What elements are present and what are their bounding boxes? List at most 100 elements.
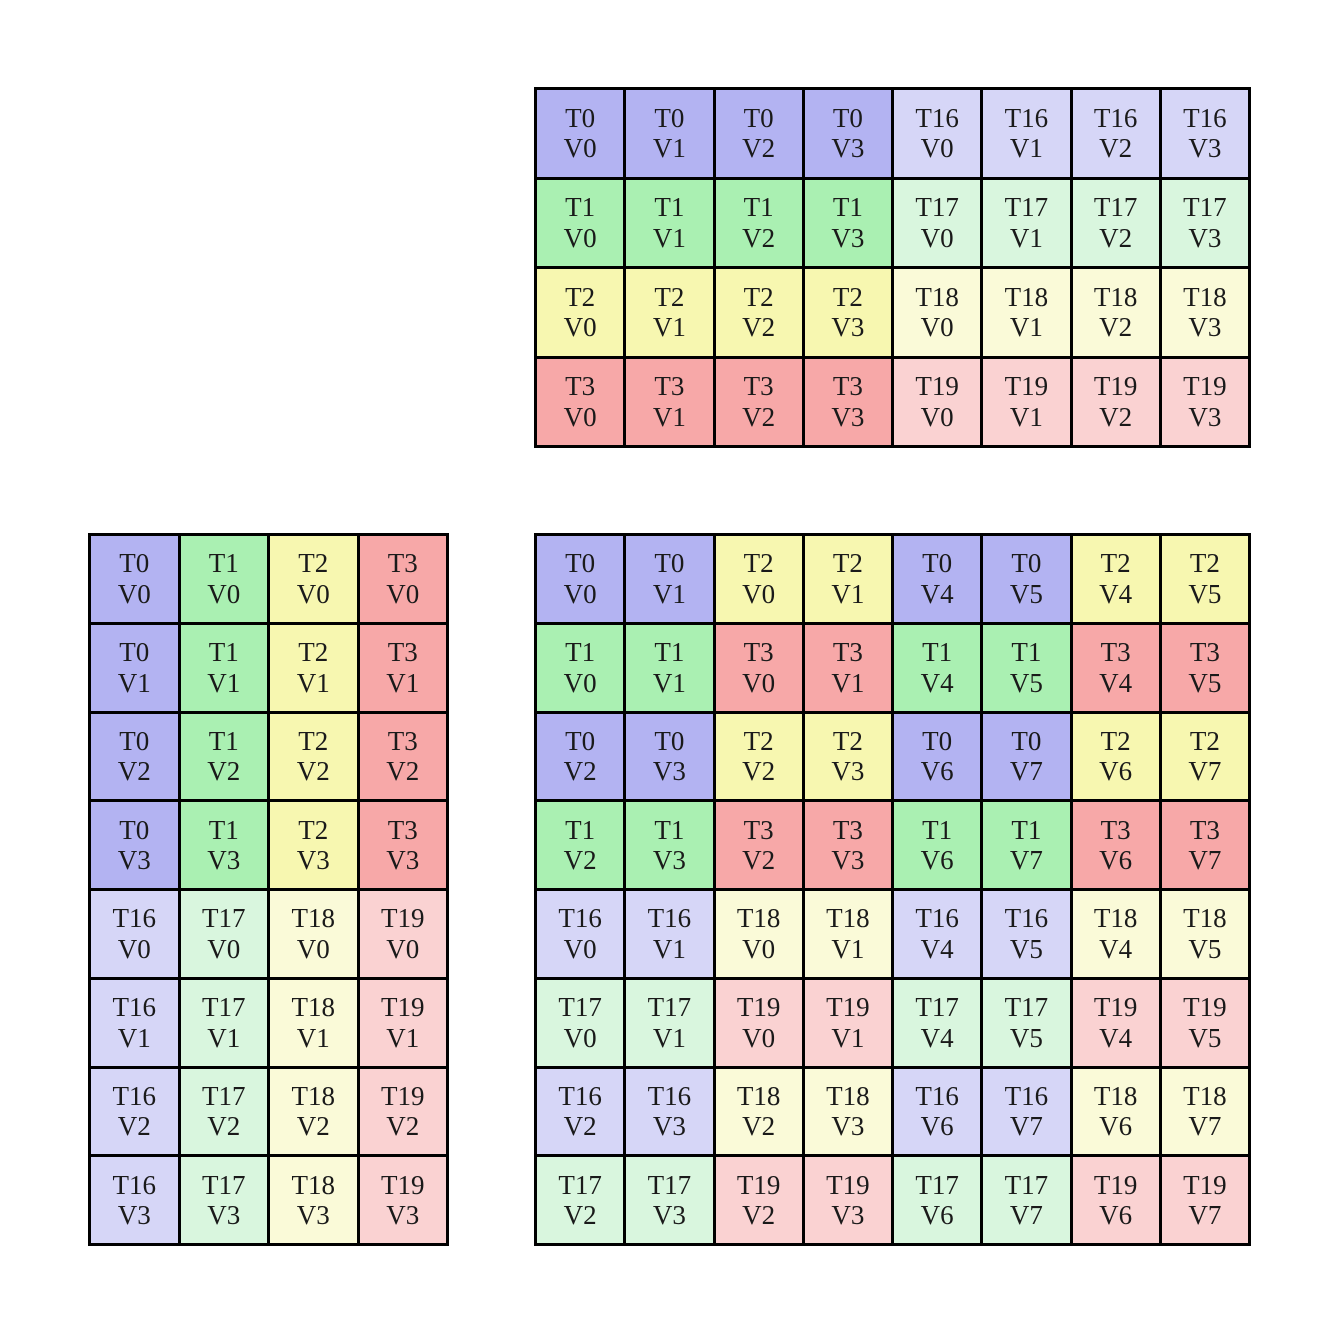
thread-label: T3 xyxy=(832,814,863,845)
value-label: V1 xyxy=(831,578,865,609)
thread-label: T17 xyxy=(202,1080,246,1111)
grid-cell: T2 V1 xyxy=(626,269,713,356)
thread-label: T16 xyxy=(1183,102,1227,133)
thread-label: T18 xyxy=(1183,281,1227,312)
thread-label: T16 xyxy=(915,903,959,934)
value-label: V5 xyxy=(1009,667,1043,698)
thread-label: T18 xyxy=(1183,1080,1227,1111)
grid-cell: T16 V7 xyxy=(983,1068,1070,1155)
grid-cell: T17 V7 xyxy=(983,1157,1070,1243)
grid-cell: T16 V0 xyxy=(537,891,624,977)
grid-cell: T2 V3 xyxy=(804,269,891,356)
grid-cell: T3 V7 xyxy=(1161,802,1248,888)
grid-cell: T17 V0 xyxy=(537,979,624,1066)
grid-cell: T17 V6 xyxy=(894,1157,981,1243)
value-label: V0 xyxy=(742,667,776,698)
thread-label: T19 xyxy=(381,903,425,934)
thread-label: T2 xyxy=(1100,548,1131,579)
thread-label: T16 xyxy=(915,102,959,133)
thread-label: T18 xyxy=(826,903,870,934)
value-label: V1 xyxy=(652,133,686,164)
thread-label: T0 xyxy=(565,725,596,756)
value-label: V5 xyxy=(1009,1022,1043,1053)
thread-label: T19 xyxy=(826,1169,870,1200)
thread-label: T1 xyxy=(922,814,953,845)
value-label: V1 xyxy=(1009,401,1043,432)
value-label: V2 xyxy=(1099,222,1133,253)
value-label: V1 xyxy=(652,1022,686,1053)
grid-cell: T19 V1 xyxy=(983,358,1070,445)
thread-label: T3 xyxy=(743,371,774,402)
grid-cell: T1 V5 xyxy=(983,624,1070,711)
value-label: V0 xyxy=(563,667,597,698)
thread-label: T1 xyxy=(565,637,596,668)
grid-cell: T16 V3 xyxy=(91,1157,178,1243)
thread-label: T19 xyxy=(1093,371,1138,402)
value-label: V3 xyxy=(117,1200,151,1231)
value-label: V0 xyxy=(920,312,954,343)
thread-label: T3 xyxy=(832,371,863,402)
value-label: V7 xyxy=(1009,756,1043,787)
value-label: V0 xyxy=(296,578,330,609)
value-label: V0 xyxy=(296,933,330,964)
value-label: V2 xyxy=(386,1111,420,1142)
value-label: V3 xyxy=(831,756,865,787)
value-label: V3 xyxy=(386,1200,420,1231)
grid-cell: T18 V0 xyxy=(270,891,357,977)
value-label: V3 xyxy=(1188,401,1222,432)
value-label: V2 xyxy=(563,756,597,787)
thread-label: T18 xyxy=(291,1080,336,1111)
thread-label: T16 xyxy=(112,903,157,934)
value-label: V2 xyxy=(742,1200,776,1231)
grid-cell: T0 V1 xyxy=(626,90,713,177)
grid-cell: T3 V0 xyxy=(715,624,802,711)
thread-label: T18 xyxy=(1093,903,1138,934)
grid-cell: T3 V6 xyxy=(1072,802,1159,888)
thread-label: T19 xyxy=(1183,992,1227,1023)
grid-cell: T19 V3 xyxy=(1161,358,1248,445)
grid-cell: T16 V0 xyxy=(894,90,981,177)
grid-cell: T1 V3 xyxy=(804,179,891,266)
grid-cell: T2 V5 xyxy=(1161,536,1248,622)
grid-cell: T18 V0 xyxy=(715,891,802,977)
value-label: V7 xyxy=(1009,1111,1043,1142)
grid-cell: T18 V1 xyxy=(804,891,891,977)
value-label: V2 xyxy=(563,1111,597,1142)
value-label: V6 xyxy=(920,756,954,787)
grid-cell: T16 V2 xyxy=(1072,90,1159,177)
value-label: V1 xyxy=(831,1022,865,1053)
thread-label: T18 xyxy=(1183,903,1227,934)
value-label: V2 xyxy=(1099,133,1133,164)
value-label: V2 xyxy=(1099,401,1133,432)
thread-label: T18 xyxy=(1004,281,1049,312)
thread-label: T0 xyxy=(654,102,685,133)
grid-cell: T1 V1 xyxy=(180,624,267,711)
thread-label: T0 xyxy=(565,548,596,579)
grid-cell: T2 V7 xyxy=(1161,713,1248,800)
thread-label: T18 xyxy=(736,903,781,934)
value-label: V2 xyxy=(117,1111,151,1142)
thread-label: T17 xyxy=(647,1169,692,1200)
thread-label: T1 xyxy=(565,192,596,223)
thread-label: T0 xyxy=(654,725,685,756)
thread-label: T17 xyxy=(202,992,246,1023)
value-label: V5 xyxy=(1009,933,1043,964)
thread-label: T0 xyxy=(119,637,150,668)
grid-cell: T18 V3 xyxy=(804,1068,891,1155)
grid-cell: T18 V2 xyxy=(1072,269,1159,356)
thread-label: T3 xyxy=(1189,814,1220,845)
grid-cell: T19 V0 xyxy=(359,891,446,977)
thread-label: T18 xyxy=(291,1169,336,1200)
thread-label: T17 xyxy=(1004,192,1049,223)
thread-label: T3 xyxy=(743,814,774,845)
thread-label: T1 xyxy=(208,725,239,756)
grid-cell: T17 V3 xyxy=(180,1157,267,1243)
value-label: V0 xyxy=(563,401,597,432)
grid-cell: T17 V0 xyxy=(894,179,981,266)
grid-cell: T16 V4 xyxy=(894,891,981,977)
thread-label: T18 xyxy=(291,903,336,934)
value-label: V4 xyxy=(920,933,954,964)
thread-label: T2 xyxy=(298,548,329,579)
thread-label: T1 xyxy=(654,814,685,845)
thread-label: T18 xyxy=(291,992,336,1023)
